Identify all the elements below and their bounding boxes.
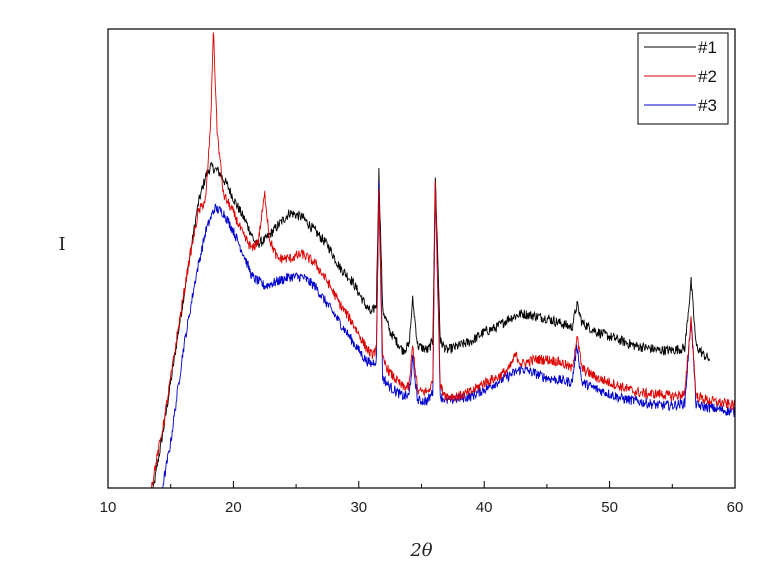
legend-label-n3: #3: [698, 96, 717, 115]
x-tick-label: 30: [350, 499, 367, 516]
legend-label-n1: #1: [698, 38, 717, 57]
series-line-n1: [152, 162, 711, 488]
legend-label-n2: #2: [698, 67, 717, 86]
series-line-n2: [151, 32, 735, 488]
x-axis-label: 2θ: [409, 540, 432, 561]
ticks-layer: 10 20 30 40 50 60: [100, 481, 744, 516]
x-tick-label: 20: [225, 499, 242, 516]
x-tick-label: 40: [476, 499, 493, 516]
series-layer: [151, 32, 735, 488]
x-tick-label: 50: [601, 499, 618, 516]
x-tick-label: 10: [100, 499, 117, 516]
legend-box: [637, 32, 729, 125]
x-tick-label: 60: [727, 499, 744, 516]
y-axis-label: I: [58, 234, 65, 255]
legend: #1 #2 #3: [637, 32, 729, 125]
series-line-n3: [162, 181, 735, 488]
